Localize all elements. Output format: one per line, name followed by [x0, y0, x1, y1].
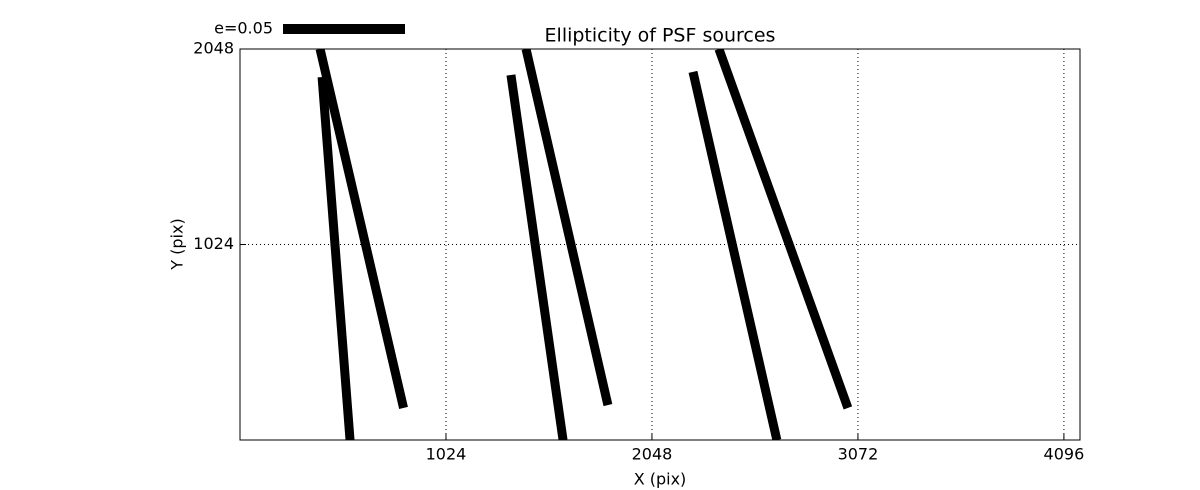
x-tick-label: 3072 [838, 445, 879, 464]
chart-title: Ellipticity of PSF sources [545, 25, 776, 47]
key-label: e=0.05 [214, 19, 273, 38]
y-tick-label: 2048 [193, 39, 234, 58]
y-axis-label: Y (pix) [168, 218, 187, 270]
plot-frame [239, 48, 1081, 441]
whisker [315, 49, 408, 409]
x-axis-label: X (pix) [634, 470, 687, 489]
x-tick-label: 1024 [426, 445, 467, 464]
plot-area [315, 49, 853, 440]
x-tick-label: 4096 [1044, 445, 1085, 464]
x-tick-label: 2048 [632, 445, 673, 464]
whisker [317, 76, 355, 440]
whisker [714, 49, 853, 410]
whisker [521, 49, 613, 407]
whisker [688, 70, 782, 440]
y-tick-label: 1024 [193, 234, 234, 253]
whisker [506, 74, 568, 440]
